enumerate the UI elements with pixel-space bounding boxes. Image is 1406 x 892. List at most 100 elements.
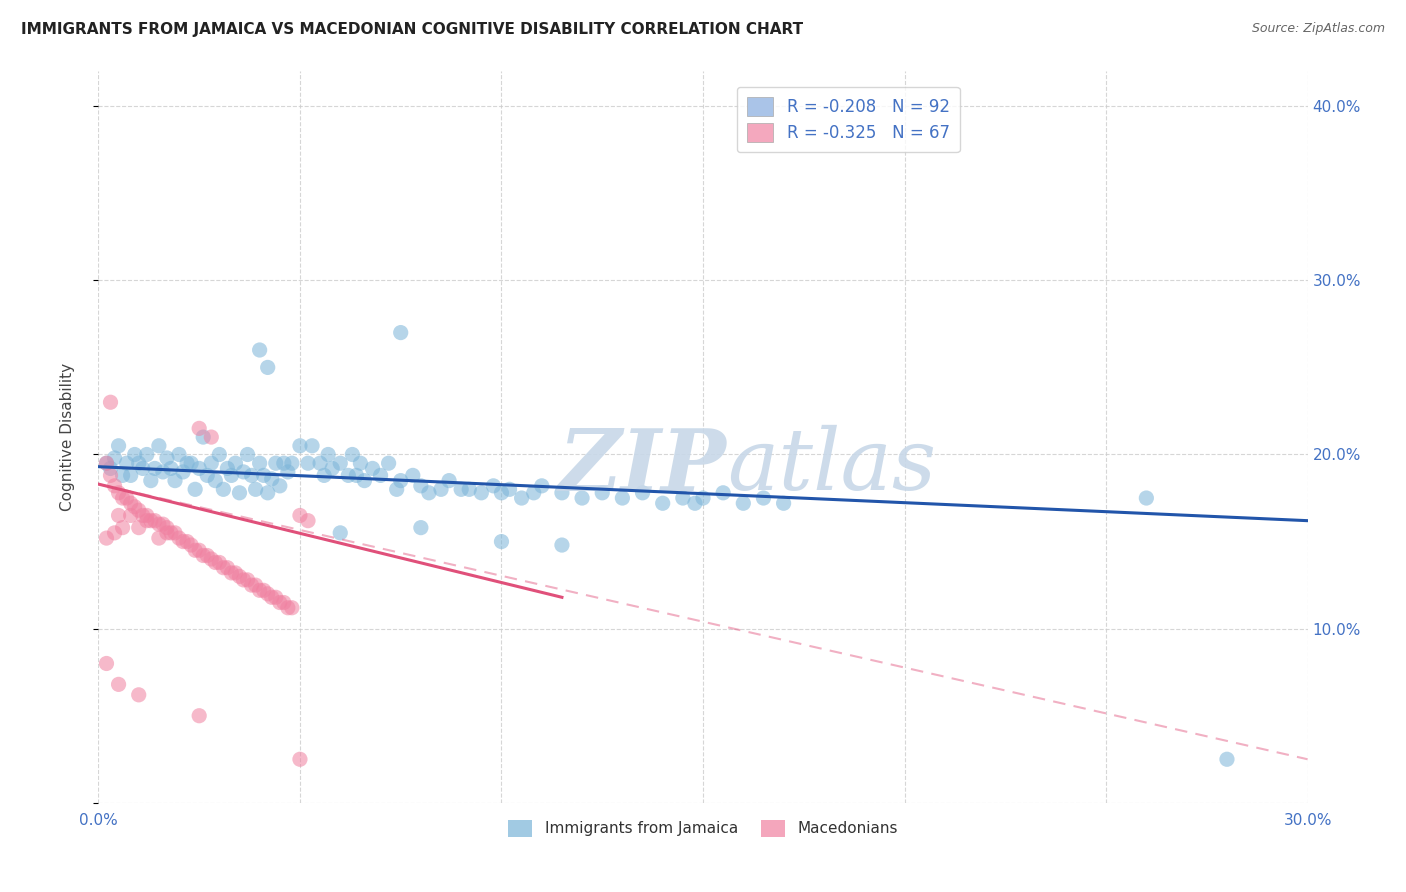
Point [482,479,505,493]
Point [297,456,319,470]
Point [111,491,134,505]
Point [111,468,134,483]
Point [115,491,138,505]
Point [370,468,392,483]
Point [156,521,179,535]
Point [260,591,283,605]
Point [316,448,339,462]
Point [277,600,299,615]
Point [176,534,198,549]
Point [281,600,304,615]
Point [256,587,278,601]
Point [204,474,226,488]
Point [342,448,364,462]
Point [139,514,162,528]
Point [353,474,375,488]
Point [120,508,142,523]
Point [143,461,166,475]
Point [256,360,278,375]
Point [100,461,122,475]
Point [96,456,118,470]
Point [288,508,311,523]
Point [148,439,170,453]
Point [256,485,278,500]
Point [314,468,336,483]
Point [236,448,259,462]
Point [188,461,211,475]
Point [273,456,295,470]
Point [156,450,179,465]
Point [96,657,118,671]
Point [402,468,425,483]
Point [103,450,125,465]
Point [273,595,295,609]
Point [184,543,207,558]
Point [510,491,533,505]
Point [651,496,673,510]
Point [772,496,794,510]
Point [269,595,291,609]
Point [124,448,146,462]
Point [281,456,304,470]
Point [188,421,211,435]
Point [470,485,492,500]
Point [224,456,246,470]
Point [389,326,412,340]
Point [418,485,440,500]
Point [491,534,513,549]
Point [111,521,134,535]
Point [752,491,775,505]
Point [389,474,412,488]
Point [204,556,226,570]
Legend: Immigrants from Jamaica, Macedonians: Immigrants from Jamaica, Macedonians [499,811,907,847]
Point [297,514,319,528]
Point [172,534,194,549]
Point [249,343,271,357]
Point [193,549,215,563]
Point [208,556,231,570]
Point [143,514,166,528]
Point [100,395,122,409]
Point [232,573,254,587]
Point [107,485,129,500]
Point [377,456,399,470]
Point [264,456,287,470]
Point [228,485,250,500]
Point [152,517,174,532]
Point [160,461,183,475]
Point [200,456,222,470]
Point [450,483,472,497]
Point [309,456,332,470]
Point [180,456,202,470]
Point [612,491,634,505]
Point [100,468,122,483]
Point [264,591,287,605]
Point [160,525,183,540]
Point [128,456,150,470]
Point [167,531,190,545]
Point [240,578,263,592]
Y-axis label: Cognitive Disability: Cognitive Disability [60,363,75,511]
Point [152,465,174,479]
Point [733,496,755,510]
Point [156,525,179,540]
Point [103,525,125,540]
Point [107,677,129,691]
Point [361,461,384,475]
Point [193,430,215,444]
Point [135,508,157,523]
Point [139,474,162,488]
Point [115,456,138,470]
Point [200,430,222,444]
Point [551,485,574,500]
Point [571,491,593,505]
Point [1135,491,1157,505]
Point [172,465,194,479]
Point [163,474,186,488]
Point [128,688,150,702]
Point [103,479,125,493]
Point [253,583,276,598]
Text: ZIP: ZIP [560,425,727,508]
Point [195,468,218,483]
Point [260,472,283,486]
